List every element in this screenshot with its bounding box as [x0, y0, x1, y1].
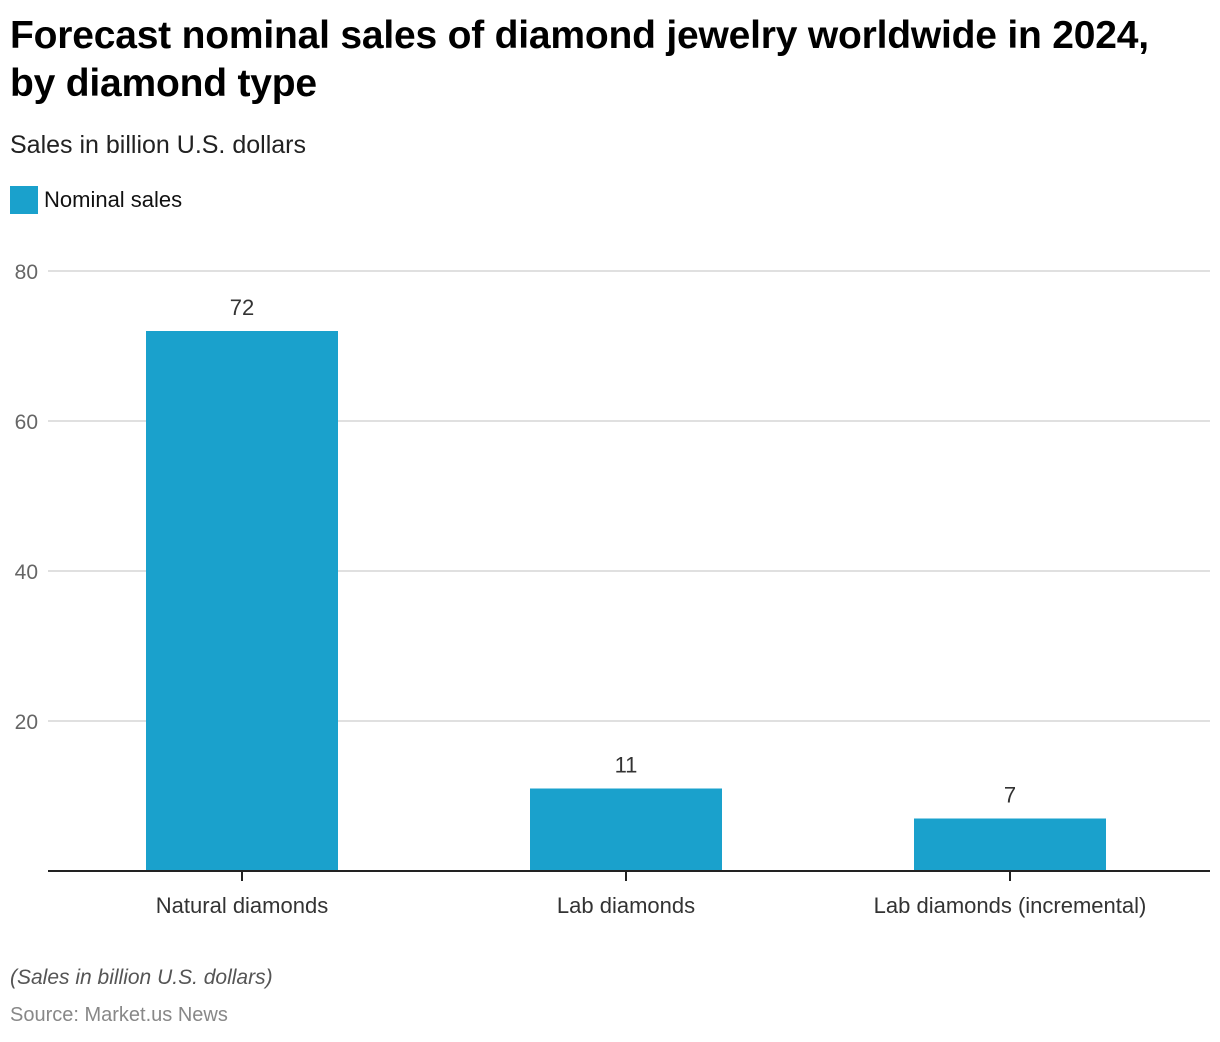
- footnote: (Sales in billion U.S. dollars): [10, 966, 273, 989]
- bar: [914, 818, 1106, 871]
- legend-swatch: [10, 186, 38, 214]
- legend-label: Nominal sales: [44, 187, 183, 212]
- chart-subtitle: Sales in billion U.S. dollars: [10, 131, 306, 159]
- bar: [530, 788, 722, 871]
- y-tick-label: 80: [15, 261, 38, 284]
- y-axis-ticks: 20 40 60 80: [15, 261, 38, 734]
- x-tick-label: Natural diamonds: [156, 893, 328, 918]
- legend: Nominal sales: [10, 186, 182, 214]
- data-label: 11: [615, 753, 638, 778]
- x-tick-label: Lab diamonds (incremental): [874, 893, 1147, 918]
- chart-title: Forecast nominal sales of diamond jewelr…: [10, 14, 1149, 105]
- y-tick-label: 40: [15, 561, 38, 584]
- x-tick-label: Lab diamonds: [557, 893, 695, 918]
- bars: [146, 331, 1106, 871]
- bar: [146, 331, 338, 871]
- source-note: Source: Market.us News: [10, 1004, 228, 1026]
- data-label: 7: [1004, 783, 1016, 808]
- y-tick-label: 60: [15, 411, 38, 434]
- data-labels: 72 11 7: [230, 295, 1016, 808]
- x-axis: Natural diamonds Lab diamonds Lab diamonds…: [48, 870, 1210, 918]
- y-tick-label: 20: [15, 711, 38, 734]
- data-label: 72: [230, 295, 254, 320]
